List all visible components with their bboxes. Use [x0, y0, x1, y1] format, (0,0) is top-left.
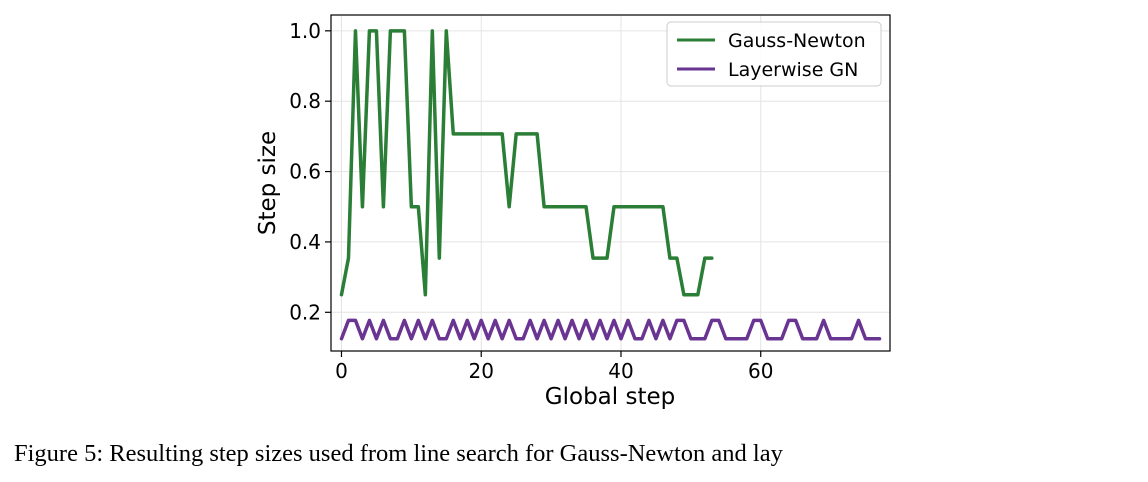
- tick-layer: 0 20 40 60 0.2 0.4 0.6 0.8 1.0: [289, 19, 773, 383]
- legend-box: [666, 21, 882, 87]
- figure-caption: Figure 5: Resulting step sizes used from…: [14, 440, 783, 467]
- x-tick-label: 60: [748, 359, 773, 383]
- y-tick-label: 0.8: [289, 89, 321, 113]
- y-axis-label: Step size: [255, 131, 281, 235]
- y-tick-label: 0.4: [289, 230, 321, 254]
- series-line-gauss-newton: [339, 29, 714, 297]
- x-tick-label: 20: [469, 359, 494, 383]
- plot-frame: [330, 14, 891, 352]
- legend-label-layerwise-gn: Layerwise GN: [728, 59, 858, 81]
- x-axis-label: Global step: [545, 384, 675, 410]
- legend: Gauss-Newton Layerwise GN: [666, 21, 882, 87]
- series-line-layerwise-gn: [339, 318, 882, 341]
- y-tick-label: 0.2: [289, 300, 321, 324]
- y-tick-label: 1.0: [289, 19, 321, 43]
- legend-label-gauss-newton: Gauss-Newton: [728, 30, 866, 52]
- x-tick-label: 0: [335, 359, 348, 383]
- x-tick-label: 40: [608, 359, 633, 383]
- y-tick-label: 0.6: [289, 160, 321, 184]
- series-layer: [339, 29, 882, 341]
